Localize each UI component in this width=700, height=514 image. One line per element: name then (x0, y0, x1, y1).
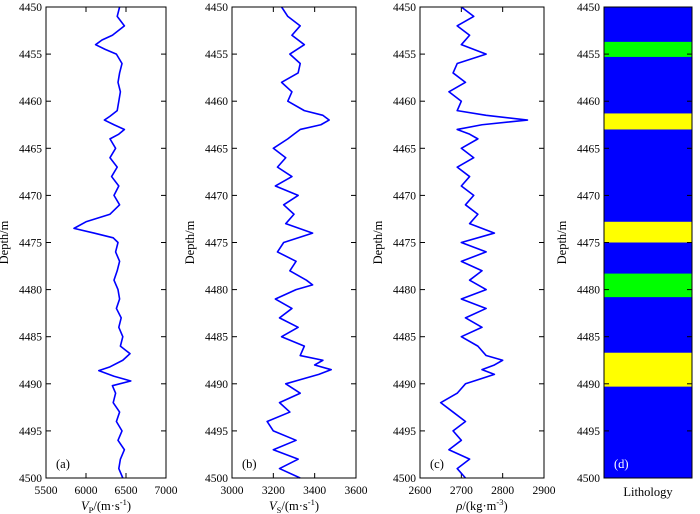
y-tick-label: 4460 (393, 96, 416, 108)
density-panel: 2600 2700 2800 2900 ρ/(kg·m-3) 4450 4455 4460 44… (371, 2, 556, 513)
panel-tag: (b) (242, 457, 257, 471)
lithology-band-3 (604, 273, 692, 298)
y-tick-label: 4490 (577, 379, 600, 391)
x-axis-close: ) (315, 499, 319, 513)
y-tick-label: 4455 (19, 49, 42, 61)
x-axis-label: Lithology (623, 485, 673, 499)
y-tick-label: 4460 (577, 96, 600, 108)
axes-frame (419, 6, 545, 479)
y-tick-label: 4495 (205, 426, 228, 438)
lithology-panel: 4450 4455 4460 4465 4470 4475 4480 4485 4490 4495… (555, 2, 693, 499)
y-tick-label: 4475 (205, 238, 228, 250)
x-axis-symbol: ρ (455, 499, 462, 513)
y-axis-label: Depth/m (371, 220, 385, 264)
x-axis-subscript: S (277, 505, 282, 514)
x-tick-label: 3200 (262, 485, 285, 497)
y-tick-label: 4495 (577, 426, 600, 438)
y-tick-label: 4480 (19, 285, 42, 297)
y-tick-label: 4490 (393, 379, 416, 391)
x-tick-label: 5500 (35, 485, 58, 497)
lithology-band-0 (604, 41, 692, 57)
y-tick-label: 4460 (19, 96, 42, 108)
x-tick-label: 2700 (450, 485, 473, 497)
x-axis-symbol: V (269, 499, 278, 513)
y-axis-label: Depth/m (0, 220, 11, 264)
x-axis-close: ) (503, 499, 507, 513)
log-curve (73, 6, 132, 479)
y-tick-label: 4455 (577, 49, 600, 61)
x-tick-label: 3000 (221, 485, 244, 497)
y-tick-label: 4450 (577, 2, 600, 14)
y-tick-label: 4470 (19, 190, 42, 202)
y-tick-label: 4485 (577, 332, 600, 344)
x-axis-exponent: -1 (120, 497, 127, 507)
y-tick-label: 4450 (393, 2, 416, 14)
y-tick-label: 4475 (19, 238, 42, 250)
y-tick-label: 4475 (393, 238, 416, 250)
y-tick-label: 4465 (393, 143, 416, 155)
y-axis-label: Depth/m (555, 220, 569, 264)
lithology-band-1 (604, 113, 692, 130)
y-tick-label: 4465 (19, 143, 42, 155)
lithology-band-4 (604, 352, 692, 387)
x-axis-subscript: P (89, 505, 94, 514)
x-axis-unit: /(m·s (93, 499, 120, 513)
y-tick-label: 4470 (393, 190, 416, 202)
x-tick-label: 7000 (155, 485, 178, 497)
log-curve (439, 6, 529, 479)
y-tick-label: 4495 (19, 426, 42, 438)
axes-frame (45, 6, 167, 479)
y-axis-label: Depth/m (183, 220, 197, 264)
x-axis-close: ) (127, 499, 131, 513)
y-tick-label: 4480 (577, 285, 600, 297)
y-tick-label: 4485 (393, 332, 416, 344)
y-tick-label: 4485 (19, 332, 42, 344)
log-curve (266, 6, 333, 479)
panel-tag: (d) (614, 457, 629, 471)
y-tick-label: 4475 (577, 238, 600, 250)
x-axis-exponent: -1 (308, 497, 315, 507)
x-tick-label: 6000 (75, 485, 98, 497)
y-tick-label: 4500 (393, 473, 416, 485)
y-tick-label: 4500 (205, 473, 228, 485)
y-tick-label: 4465 (577, 143, 600, 155)
x-axis-unit: /(kg·m (462, 499, 496, 513)
y-tick-label: 4455 (205, 49, 228, 61)
x-tick-label: 3600 (345, 485, 368, 497)
x-tick-label: 6500 (115, 485, 138, 497)
x-axis-symbol: V (81, 499, 90, 513)
y-tick-label: 4460 (205, 96, 228, 108)
x-tick-label: 2800 (491, 485, 514, 497)
panel-tag: (a) (56, 457, 70, 471)
y-tick-label: 4490 (205, 379, 228, 391)
x-tick-label: 2900 (533, 485, 556, 497)
x-axis-label: VP/(m·s-1) (81, 497, 131, 514)
x-axis-unit: /(m·s (281, 499, 308, 513)
vs-panel: 3000 3200 3400 3600 VS/(m·s-1) 4450 4455 4460 44… (183, 2, 368, 514)
y-tick-label: 4500 (577, 473, 600, 485)
y-tick-label: 4470 (577, 190, 600, 202)
axes-frame (231, 6, 357, 479)
y-tick-label: 4455 (393, 49, 416, 61)
y-tick-label: 4480 (205, 285, 228, 297)
x-axis-label: VS/(m·s-1) (269, 497, 319, 514)
y-tick-label: 4465 (205, 143, 228, 155)
x-tick-label: 3400 (303, 485, 326, 497)
y-tick-label: 4450 (205, 2, 228, 14)
y-tick-label: 4485 (205, 332, 228, 344)
lithology-band-2 (604, 221, 692, 243)
y-tick-label: 4495 (393, 426, 416, 438)
x-axis-exponent: -3 (496, 497, 503, 507)
y-tick-label: 4480 (393, 285, 416, 297)
x-axis-label: ρ/(kg·m-3) (455, 497, 507, 513)
vp-panel: 5500 6000 6500 7000 VP/(m·s-1) 4450 4455 4460 44… (0, 2, 178, 514)
y-tick-label: 4500 (19, 473, 42, 485)
y-tick-label: 4490 (19, 379, 42, 391)
panel-tag: (c) (430, 457, 444, 471)
x-tick-label: 2600 (409, 485, 432, 497)
y-tick-label: 4450 (19, 2, 42, 14)
y-tick-label: 4470 (205, 190, 228, 202)
